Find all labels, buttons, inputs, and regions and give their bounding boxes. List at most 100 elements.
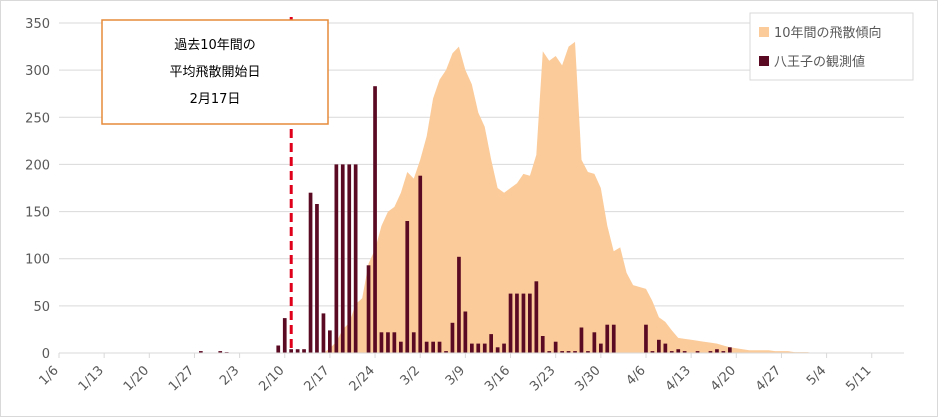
annotation-line: 2月17日 (190, 92, 241, 107)
x-tick-label: 5/4 (804, 363, 829, 388)
x-tick-label: 3/16 (482, 363, 513, 394)
x-tick-label: 4/20 (708, 363, 739, 394)
bar (444, 351, 448, 353)
x-tick-label: 2/17 (301, 363, 332, 394)
bar (418, 175, 423, 353)
x-tick-label: 3/2 (398, 363, 423, 388)
bar (708, 351, 713, 353)
bar (553, 341, 558, 353)
bar (392, 332, 397, 353)
bar (463, 311, 468, 353)
bar (495, 347, 500, 353)
bar (366, 265, 371, 353)
x-tick-label: 1/20 (121, 363, 152, 394)
bar (340, 164, 345, 353)
x-tick-label: 1/13 (76, 363, 107, 394)
x-tick-label: 4/27 (753, 363, 784, 394)
bar (295, 349, 300, 353)
bar (379, 332, 384, 353)
x-tick-label: 2/10 (256, 363, 287, 394)
bar (676, 349, 681, 353)
bar (521, 293, 526, 353)
bar (289, 349, 293, 353)
x-tick-label: 2/3 (217, 363, 242, 388)
bar (450, 322, 455, 353)
bar (605, 324, 610, 353)
annotation-line: 過去10年間の (174, 38, 256, 53)
bar (534, 281, 539, 353)
bar-series-layer (199, 86, 732, 353)
y-tick-label: 300 (25, 64, 50, 79)
area-series-layer (291, 41, 938, 353)
y-tick-label: 0 (42, 347, 50, 362)
bar (650, 351, 655, 353)
bar (437, 341, 442, 353)
bar (695, 351, 700, 353)
x-tick-label: 1/6 (36, 363, 61, 388)
bar (560, 351, 564, 353)
y-tick-label: 100 (25, 253, 50, 268)
bar (282, 318, 287, 353)
x-tick-label: 3/30 (572, 363, 603, 394)
legend-label-area: 10年間の飛散傾向 (774, 25, 882, 41)
annotation-box (101, 19, 329, 125)
bar (431, 341, 435, 353)
bar (199, 351, 203, 353)
bar (657, 339, 661, 353)
bar (353, 164, 358, 353)
bar (586, 351, 590, 353)
x-tick-label: 5/11 (843, 363, 874, 394)
bar (592, 332, 597, 353)
bar (611, 324, 616, 353)
bar (540, 336, 545, 353)
bar (644, 324, 648, 353)
bar (399, 341, 403, 353)
bar (566, 351, 571, 353)
annotation-line: 平均飛散開始日 (169, 65, 260, 80)
bar (573, 351, 577, 353)
y-tick-label: 150 (25, 206, 50, 221)
legend: 10年間の飛散傾向 八王子の観測値 (749, 12, 914, 81)
bar (334, 164, 339, 353)
bar (721, 351, 726, 353)
bar (669, 351, 674, 353)
bar (457, 256, 461, 353)
bar (715, 349, 719, 353)
bar (302, 349, 306, 353)
bar (328, 330, 332, 353)
bar (528, 293, 532, 353)
bar (579, 327, 584, 353)
bar (373, 86, 377, 353)
bar (547, 351, 552, 353)
x-tick-label: 1/27 (166, 363, 197, 394)
y-tick-label: 250 (25, 111, 50, 126)
legend-label-bar: 八王子の観測値 (774, 54, 865, 70)
bar (424, 341, 429, 353)
bar (347, 164, 352, 353)
bar (321, 313, 326, 353)
bar (728, 347, 732, 353)
bar (386, 332, 390, 353)
bar (482, 343, 487, 353)
bar (405, 221, 410, 353)
bar (315, 204, 319, 353)
x-tick-label: 4/6 (623, 363, 648, 388)
bar (682, 351, 687, 353)
bar (502, 343, 506, 353)
bar (515, 293, 519, 353)
legend-box (749, 12, 914, 81)
bar (276, 345, 281, 353)
y-tick-label: 200 (25, 158, 50, 173)
bar (489, 334, 493, 353)
x-tick-label: 3/9 (443, 363, 468, 388)
legend-swatch-bar (759, 56, 769, 66)
bar (599, 343, 603, 353)
y-tick-label: 350 (25, 17, 50, 32)
legend-swatch-area (759, 27, 769, 37)
bar (308, 192, 313, 353)
x-tick-label: 4/13 (663, 363, 694, 394)
x-tick-label: 3/23 (527, 363, 558, 394)
